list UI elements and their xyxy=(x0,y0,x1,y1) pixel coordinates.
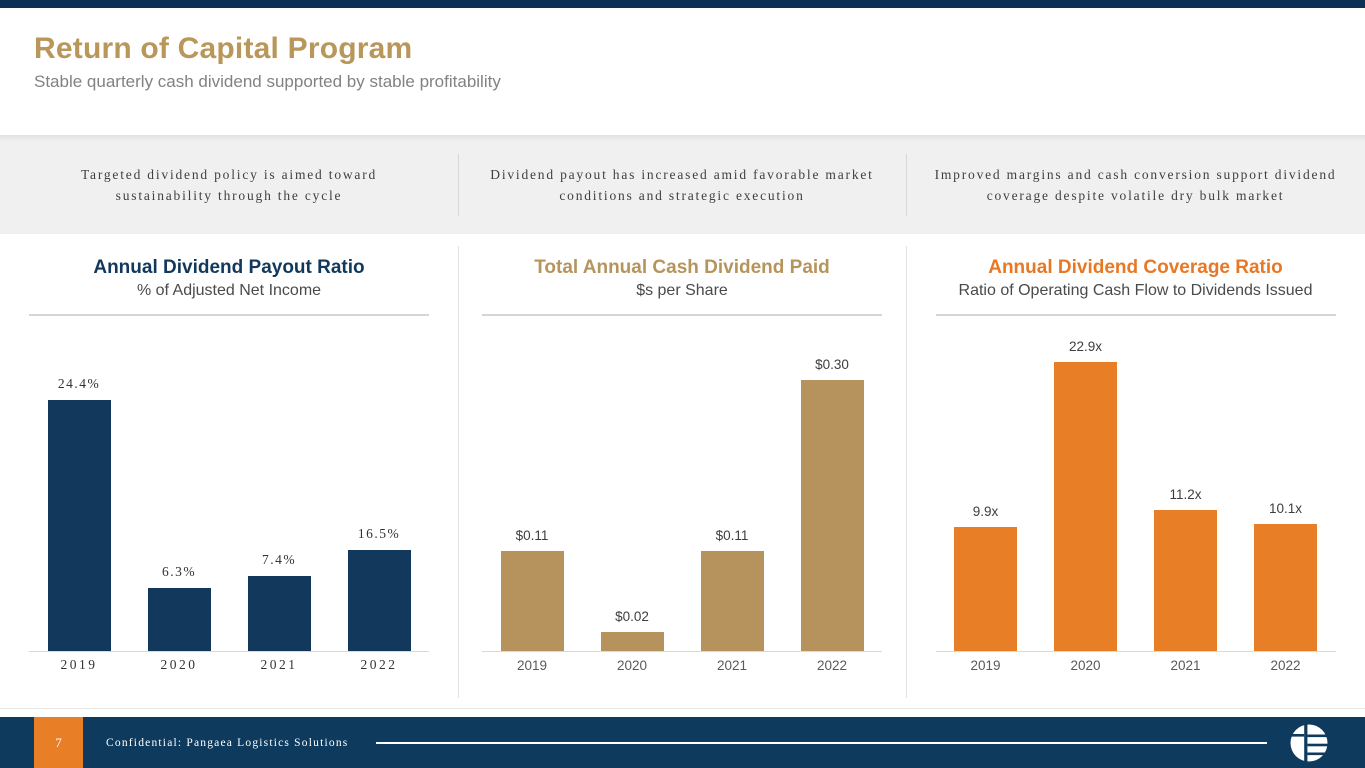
callout-divider-2 xyxy=(906,154,907,216)
x-axis-label: 2021 xyxy=(1170,657,1201,673)
bar-slot: 10.1x xyxy=(1236,330,1336,651)
page-subtitle: Stable quarterly cash dividend supported… xyxy=(34,72,501,91)
x-axis-label: 2019 xyxy=(516,657,548,673)
chart-dividend-coverage-ratio: Annual Dividend Coverage Ratio Ratio of … xyxy=(906,234,1365,708)
chart-subtitle: % of Adjusted Net Income xyxy=(136,282,322,299)
bar-value-label: 22.9x xyxy=(1068,339,1103,354)
footer-gap xyxy=(0,709,1365,717)
bar-value-label: 24.4% xyxy=(57,376,101,391)
chart-subtitle: $s per Share xyxy=(636,282,728,299)
footer-top-border xyxy=(0,708,1365,709)
callout-cell-3: Improved margins and cash conversion sup… xyxy=(906,136,1365,234)
bar-value-label: $0.30 xyxy=(815,357,849,372)
x-axis-labels: 2019 2020 2021 2022 xyxy=(482,652,882,678)
bar-value-label: $0.11 xyxy=(515,528,549,543)
x-axis-label: 2020 xyxy=(1070,657,1101,673)
bar-slot: 24.4% xyxy=(29,330,129,651)
x-axis-label: 2022 xyxy=(816,657,848,673)
bar-value-label: 11.2x xyxy=(1169,487,1202,502)
callout-text-2: Dividend payout has increased amid favor… xyxy=(490,167,874,203)
bar-slot: 6.3% xyxy=(129,330,229,651)
bar-plot-area: 24.4% 6.3% 7.4% 16.5% xyxy=(29,330,429,652)
callout-text-3: Improved margins and cash conversion sup… xyxy=(934,167,1337,203)
page-number: 7 xyxy=(55,734,62,750)
bar-slot: 7.4% xyxy=(229,330,329,651)
chart-dividend-payout-ratio: Annual Dividend Payout Ratio % of Adjust… xyxy=(0,234,458,708)
bar-value-label: 16.5% xyxy=(357,526,401,541)
charts-section: Annual Dividend Payout Ratio % of Adjust… xyxy=(0,234,1365,708)
chart-title-rule xyxy=(482,314,882,316)
bar-2020 xyxy=(1054,362,1117,651)
bar-2021 xyxy=(247,576,311,651)
x-axis-label: 2022 xyxy=(1270,657,1301,673)
bar-slot: $0.11 xyxy=(682,330,782,651)
page-number-badge: 7 xyxy=(34,717,83,768)
footer-confidential-text: Confidential: Pangaea Logistics Solution… xyxy=(106,736,349,749)
bar-value-label: $0.02 xyxy=(615,609,649,624)
slide-footer: 7 Confidential: Pangaea Logistics Soluti… xyxy=(0,717,1365,768)
chart-subtitle: Ratio of Operating Cash Flow to Dividend… xyxy=(958,282,1313,299)
bar-2022 xyxy=(800,380,864,651)
bar-slot: $0.02 xyxy=(582,330,682,651)
x-axis-label: 2019 xyxy=(970,657,1001,673)
x-axis-label: 2019 xyxy=(60,657,98,672)
x-axis-label: 2020 xyxy=(616,657,648,673)
chart-title: Total Annual Cash Dividend Paid xyxy=(534,257,830,278)
x-axis-label: 2021 xyxy=(716,657,748,673)
callout-divider-1 xyxy=(458,154,459,216)
footer-divider-line xyxy=(376,741,1267,744)
chart-title: Annual Dividend Payout Ratio xyxy=(93,257,365,278)
bar-value-label: 7.4% xyxy=(261,552,297,567)
bar-2019 xyxy=(500,551,564,651)
callout-band: Targeted dividend policy is aimed toward… xyxy=(0,135,1365,234)
bar-2019 xyxy=(954,527,1017,651)
chart-column-divider-2 xyxy=(906,246,907,698)
page-title: Return of Capital Program xyxy=(34,32,413,65)
pangaea-globe-logo-icon xyxy=(1289,722,1329,763)
bar-slot: $0.11 xyxy=(482,330,582,651)
chart-title: Annual Dividend Coverage Ratio xyxy=(988,257,1283,278)
x-axis-label: 2021 xyxy=(260,657,298,672)
callout-cell-2: Dividend payout has increased amid favor… xyxy=(458,136,906,234)
callout-cell-1: Targeted dividend policy is aimed toward… xyxy=(0,136,458,234)
x-axis-label: 2022 xyxy=(360,657,398,672)
bar-2022 xyxy=(347,550,411,651)
bar-plot-area: 9.9x 22.9x 11.2x 10.1x xyxy=(935,330,1336,652)
bar-2021 xyxy=(1154,510,1217,651)
x-axis-label: 2020 xyxy=(160,657,198,672)
callout-text-1: Targeted dividend policy is aimed toward… xyxy=(80,167,378,203)
bar-slot: $0.30 xyxy=(782,330,882,651)
bar-2022 xyxy=(1254,524,1317,651)
bar-value-label: $0.11 xyxy=(715,528,749,543)
bar-value-label: 10.1x xyxy=(1268,501,1303,516)
x-axis-labels: 2019 2020 2021 2022 xyxy=(936,652,1336,678)
chart-column-divider-1 xyxy=(458,246,459,698)
bar-2021 xyxy=(700,551,764,651)
chart-title-rule xyxy=(29,314,429,316)
bar-value-label: 6.3% xyxy=(161,564,197,579)
chart-cash-dividend-paid: Total Annual Cash Dividend Paid $s per S… xyxy=(458,234,906,708)
bar-slot: 11.2x xyxy=(1136,330,1236,651)
slide-header: Return of Capital Program Stable quarter… xyxy=(0,8,1365,135)
bar-plot-area: $0.11 $0.02 $0.11 $0.30 xyxy=(482,330,882,652)
chart-title-rule xyxy=(935,314,1336,316)
bar-slot: 9.9x xyxy=(936,330,1036,651)
bar-2020 xyxy=(147,588,211,651)
top-accent-bar xyxy=(0,0,1365,8)
x-axis-labels: 2019 2020 2021 2022 xyxy=(29,652,429,678)
bar-value-label: 9.9x xyxy=(972,504,999,519)
bar-slot: 16.5% xyxy=(329,330,429,651)
bar-2020 xyxy=(600,632,664,651)
bar-2019 xyxy=(47,400,111,651)
bar-slot: 22.9x xyxy=(1036,330,1136,651)
